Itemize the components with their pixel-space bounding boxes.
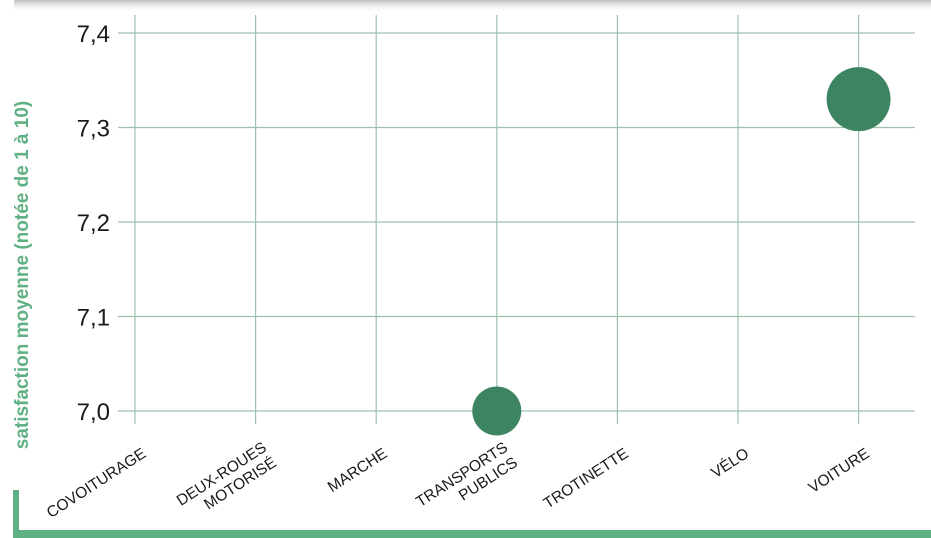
x-category-label: VOITURE [806,445,873,497]
data-points [472,67,891,436]
x-axis-categories: COVOITURAGE DEUX-ROUESMOTORISÉ MARCHE TRANS… [44,439,873,526]
x-category-label: VÉLO [708,445,752,482]
y-axis-label: satisfaction moyenne (notée de 1 à 10) [12,101,33,449]
y-tick-label: 7,4 [77,21,110,48]
y-tick-label: 7,2 [77,210,110,237]
y-axis-ticks: 7,0 7,1 7,2 7,3 7,4 [77,21,110,426]
bottom-frame [13,490,931,538]
y-tick-label: 7,0 [77,399,110,426]
y-tick-label: 7,1 [77,305,110,332]
grid-lines [118,15,915,424]
x-category-label: MARCHE [325,445,391,496]
data-point [472,386,522,436]
y-tick-label: 7,3 [77,116,110,143]
frame-left-accent [13,490,19,538]
x-category-label: TROTINETTE [541,445,632,512]
x-category-label: COVOITURAGE [44,445,149,522]
x-category-label: TRANSPORTSPUBLICS [413,439,521,526]
x-category-label: DEUX-ROUESMOTORISÉ [174,439,280,525]
data-point [826,67,891,132]
top-shadow-bar [14,0,931,13]
frame-bottom-accent [13,530,931,538]
